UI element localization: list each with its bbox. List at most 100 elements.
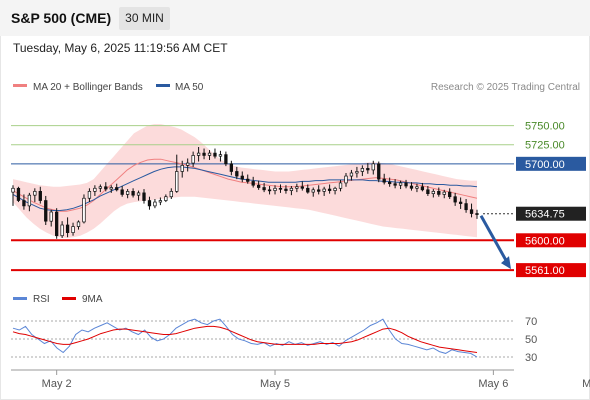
- candle-body: [22, 200, 26, 207]
- candle-body: [180, 165, 184, 172]
- candle-body: [186, 162, 190, 166]
- candle: [60, 221, 64, 238]
- candle: [202, 148, 206, 160]
- forecast-arrow-shaft: [479, 214, 509, 263]
- candle-body: [284, 188, 288, 191]
- level-label-5725.00: 5725.00: [525, 140, 565, 152]
- level-label-5600.00: 5600.00: [525, 235, 565, 247]
- candle-body: [104, 186, 108, 190]
- candle-body: [158, 200, 163, 203]
- candle: [218, 150, 223, 162]
- candle: [115, 183, 119, 192]
- candle-body: [224, 154, 228, 165]
- candle-body: [207, 152, 212, 156]
- copyright-text: Research © 2025 Trading Central: [431, 82, 580, 93]
- candle-body: [327, 188, 332, 191]
- time-tick-label: May 5: [260, 378, 290, 390]
- level-label-bg-5634.75: [516, 206, 586, 221]
- candle: [49, 209, 53, 227]
- candle: [475, 209, 479, 219]
- candle-body: [11, 187, 15, 193]
- candle-body: [27, 194, 32, 207]
- candle-body: [76, 221, 81, 227]
- candle: [180, 160, 184, 178]
- candle: [256, 180, 261, 190]
- candle: [295, 183, 299, 193]
- candle-body: [311, 189, 315, 193]
- candle-body: [136, 192, 141, 196]
- candle: [71, 222, 75, 236]
- candle-body: [300, 186, 304, 189]
- timeframe-badge[interactable]: 30 MIN: [119, 7, 170, 30]
- candle-body: [196, 152, 201, 156]
- candle: [437, 187, 441, 197]
- time-tick-label: May 6: [478, 378, 508, 390]
- ma50-line: [12, 166, 478, 211]
- rsi-level-label-30: 30: [525, 352, 537, 364]
- candle-body: [202, 152, 206, 156]
- candle-body: [295, 186, 299, 189]
- candle: [158, 197, 163, 206]
- candle: [366, 163, 370, 174]
- candle-body: [469, 209, 474, 214]
- candle-body: [458, 201, 463, 204]
- time-axis: May 2 May 5 May 6 May 7: [11, 369, 590, 390]
- candle: [377, 161, 381, 183]
- candle-body: [153, 201, 157, 207]
- candle-body: [273, 187, 277, 191]
- candle: [251, 176, 255, 188]
- candle-body: [448, 191, 452, 198]
- candle: [33, 188, 37, 203]
- rsi-line: [12, 318, 478, 358]
- ma20-line: [12, 158, 478, 212]
- candle: [322, 186, 326, 196]
- candle: [306, 184, 310, 194]
- candle: [469, 203, 474, 218]
- candle: [360, 165, 365, 177]
- candle: [448, 188, 452, 199]
- candle: [196, 147, 201, 162]
- candle-body: [415, 186, 419, 189]
- candle-body: [235, 171, 239, 177]
- candle-body: [38, 191, 42, 201]
- candle-body: [355, 171, 359, 174]
- candle: [120, 186, 124, 197]
- candle-body: [191, 155, 195, 164]
- candle: [420, 182, 425, 192]
- candle: [169, 188, 173, 199]
- candle-body: [164, 196, 168, 201]
- chart-header: S&P 500 (CME) 30 MIN: [0, 0, 590, 36]
- candle-body: [251, 181, 255, 186]
- candle: [355, 166, 359, 178]
- candle: [300, 181, 304, 191]
- candle-body: [213, 152, 217, 157]
- level-label-5561.00: 5561.00: [525, 265, 565, 277]
- candle-body: [431, 191, 435, 194]
- candle-body: [131, 191, 135, 196]
- candle-body: [71, 226, 75, 233]
- rsi-level-label-50: 50: [525, 334, 537, 346]
- candle: [398, 180, 403, 190]
- candle-body: [229, 163, 234, 172]
- level-label-bg-5600.00: [516, 233, 586, 248]
- rsi-legend-label: RSI: [33, 294, 50, 305]
- candle: [93, 185, 97, 196]
- candle-body: [306, 187, 310, 193]
- candle: [186, 158, 190, 172]
- time-tick-label: May 2: [42, 378, 72, 390]
- candle: [240, 171, 244, 183]
- candle: [224, 151, 228, 167]
- candle-body: [98, 186, 102, 189]
- candle-body: [240, 175, 244, 180]
- candle: [38, 186, 42, 204]
- candle-body: [169, 191, 173, 198]
- candle-body: [366, 168, 370, 171]
- candle-body: [147, 200, 152, 207]
- candle: [371, 160, 375, 175]
- ma9-legend-swatch: [62, 297, 76, 300]
- candle: [76, 220, 81, 230]
- candle: [213, 148, 217, 159]
- rsi-level-label-70: 70: [525, 316, 537, 328]
- candle: [153, 199, 157, 209]
